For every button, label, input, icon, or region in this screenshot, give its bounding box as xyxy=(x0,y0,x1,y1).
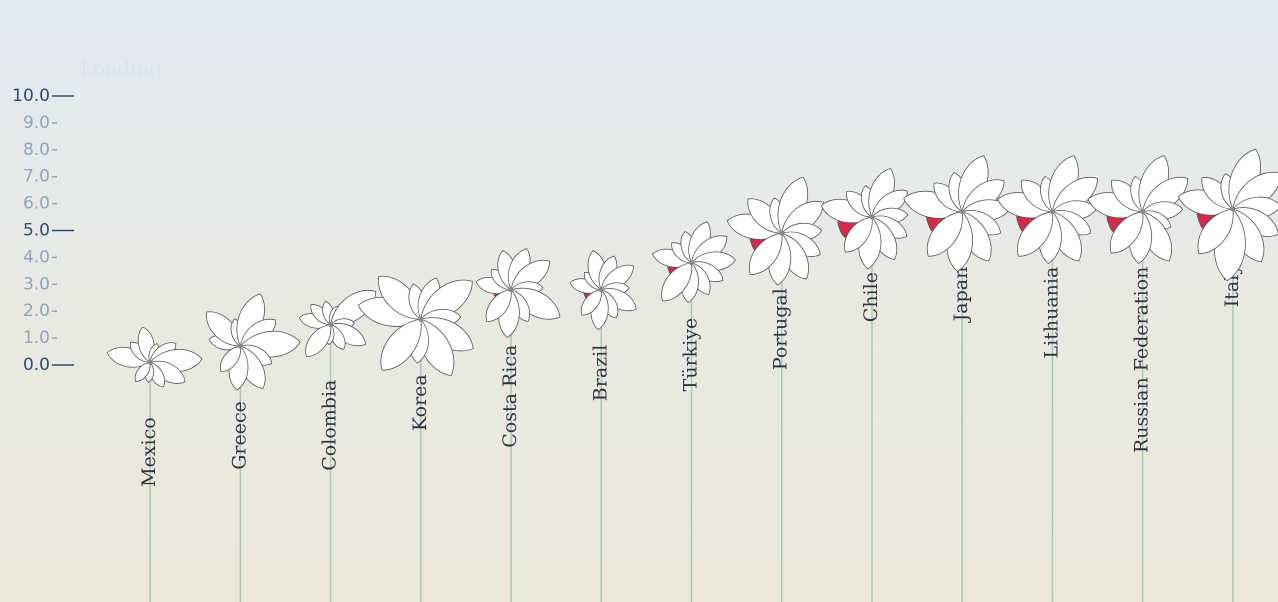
y-tick-label: 8.0 xyxy=(23,140,50,160)
y-tick-label: 7.0 xyxy=(23,167,50,187)
country-label: Portugal xyxy=(770,288,792,370)
y-tick-label: 6.0 xyxy=(23,194,50,214)
country-label: Costa Rica xyxy=(499,345,521,448)
flower-center xyxy=(1230,206,1236,212)
petal xyxy=(1109,211,1144,254)
country-label: Türkiye xyxy=(680,318,702,392)
flower xyxy=(726,176,825,286)
y-tick-label: 9.0 xyxy=(23,113,50,133)
flower xyxy=(903,155,1011,272)
flower-center xyxy=(869,214,875,220)
flower xyxy=(1177,148,1278,282)
flower xyxy=(997,155,1098,265)
y-tick-label: 2.0 xyxy=(23,301,50,321)
petal xyxy=(661,262,693,302)
country-label: Mexico xyxy=(138,417,160,487)
flower xyxy=(475,248,561,339)
flower xyxy=(206,293,301,391)
petal xyxy=(485,289,512,322)
petal xyxy=(219,345,241,373)
loading-text: Loading xyxy=(80,57,162,81)
country-label: Japan xyxy=(950,267,972,324)
flower xyxy=(106,326,203,388)
flower-center xyxy=(328,322,334,328)
y-tick-label: 10.0 xyxy=(12,86,50,106)
petal xyxy=(926,211,963,257)
flower-center xyxy=(779,230,785,236)
petal xyxy=(748,232,783,275)
flower-center xyxy=(959,209,965,215)
flower-center xyxy=(1140,209,1146,215)
flower xyxy=(298,289,377,357)
y-tick-label: 0.0 xyxy=(23,355,50,375)
flower-center xyxy=(598,287,604,293)
flower-center xyxy=(1049,209,1055,215)
country-label: Korea xyxy=(409,374,431,431)
country-label: Colombia xyxy=(319,380,341,471)
country-label: Lithuania xyxy=(1040,267,1062,359)
flower xyxy=(1087,155,1189,265)
petal xyxy=(134,361,151,382)
country-label: Chile xyxy=(860,272,882,322)
petal xyxy=(844,216,873,253)
y-tick-label: 3.0 xyxy=(23,274,50,294)
y-tick-label: 1.0 xyxy=(23,328,50,348)
country-label: Russian Federation xyxy=(1131,267,1153,453)
petal xyxy=(380,318,422,371)
flower-center xyxy=(418,316,424,322)
petal xyxy=(305,324,332,357)
y-tick-label: 4.0 xyxy=(23,247,50,267)
flower xyxy=(569,250,637,331)
flower-center xyxy=(147,359,153,365)
flower-center xyxy=(508,287,514,293)
petal xyxy=(580,289,602,316)
country-label: Greece xyxy=(228,401,250,470)
flower xyxy=(357,275,474,377)
y-tick-label: 5.0 xyxy=(23,221,50,241)
flower xyxy=(651,221,736,304)
petal xyxy=(1017,211,1054,257)
flower-center xyxy=(237,343,243,349)
flower xyxy=(820,168,909,270)
petal xyxy=(1197,208,1234,254)
country-label: Brazil xyxy=(589,345,611,402)
flower-center xyxy=(689,260,694,266)
